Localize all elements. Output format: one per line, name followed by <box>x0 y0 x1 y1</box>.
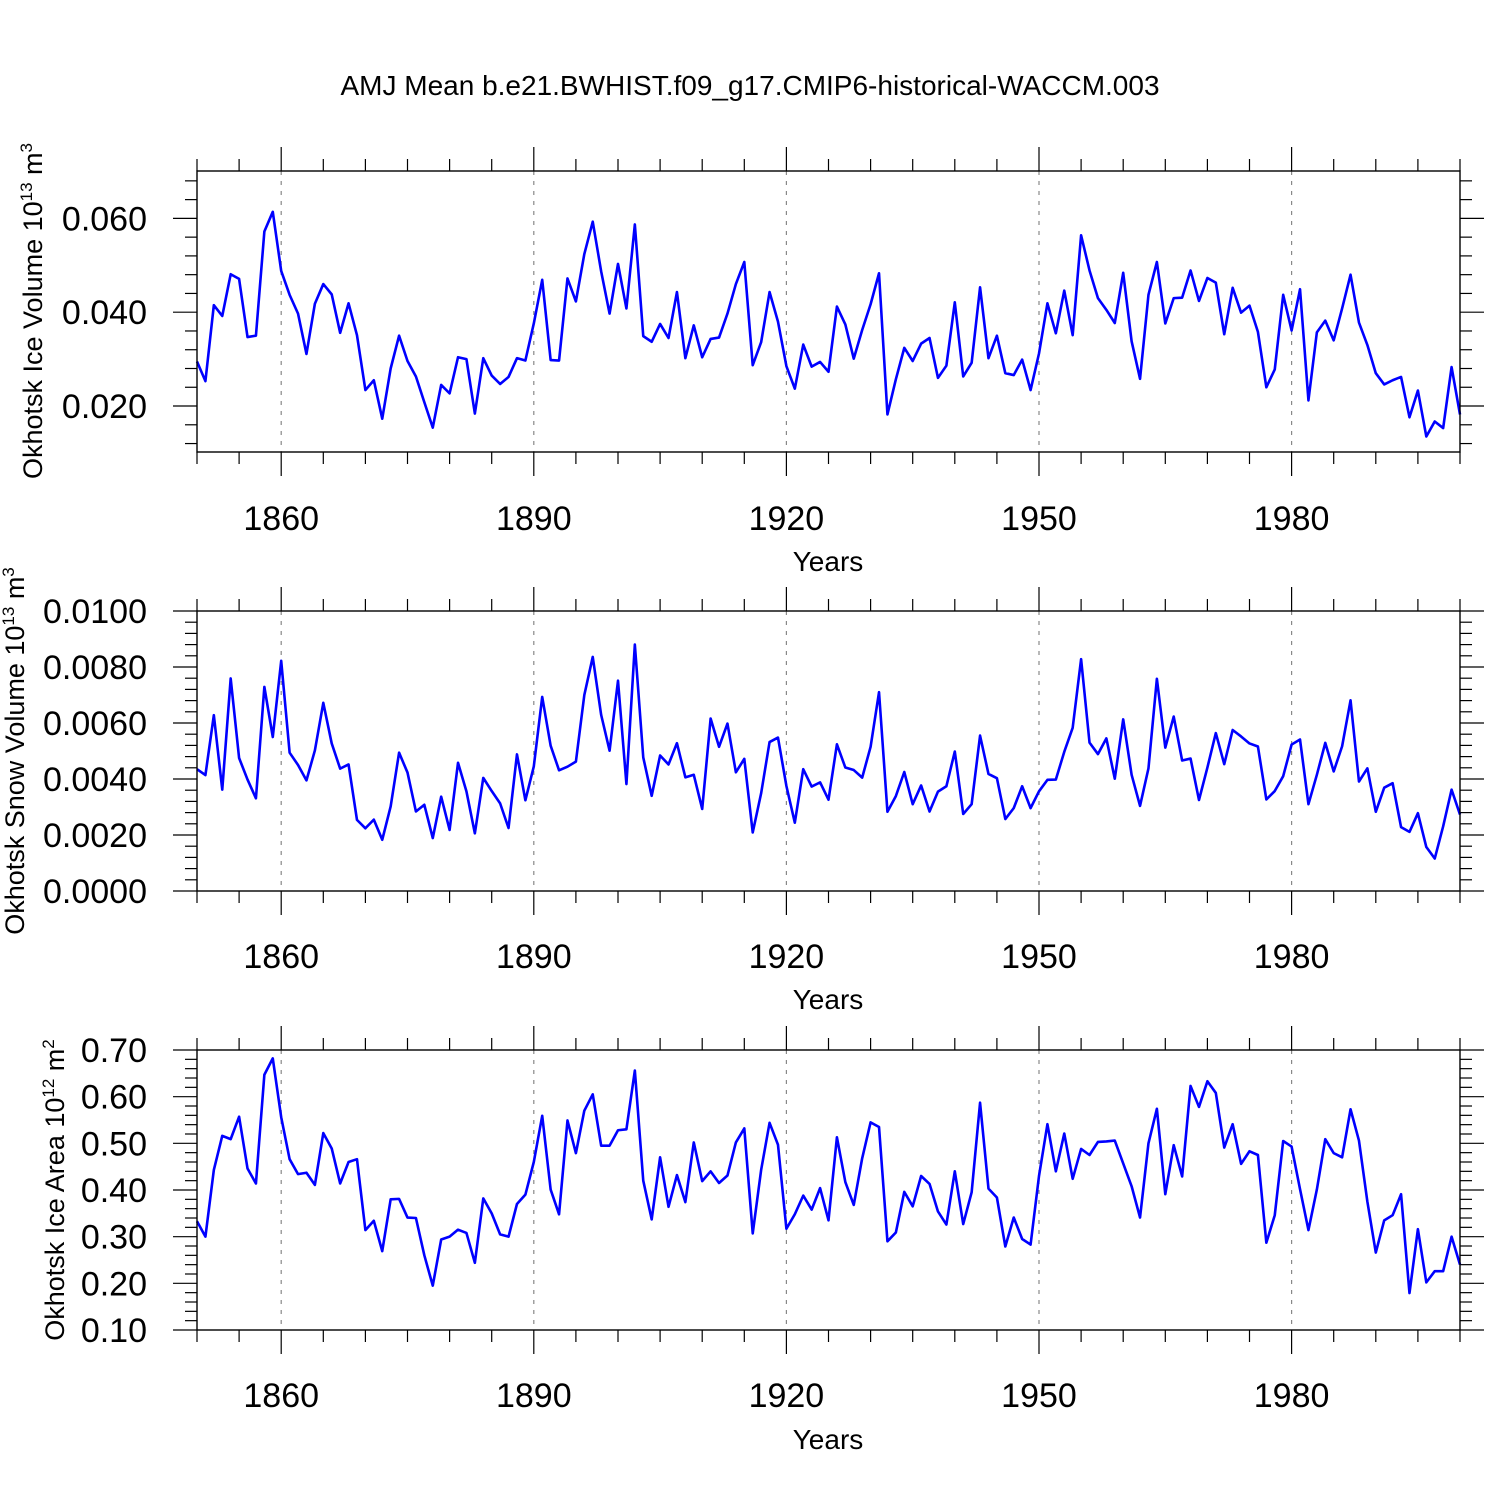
panel-3-y-label-unit: m <box>40 1049 70 1079</box>
panel-1-y-label-text: Okhotsk Ice Volume 10 <box>18 201 48 479</box>
panel-2-x-axis-label: Years <box>793 984 864 1015</box>
panel-3-x-tick-label: 1890 <box>496 1377 572 1415</box>
panel-1-x-tick-label: 1920 <box>749 500 825 538</box>
panel-2-y-tick-label: 0.0100 <box>43 593 147 631</box>
panel-2-x-tick-label: 1860 <box>243 938 319 976</box>
panel-3-y-tick-label: 0.20 <box>81 1265 147 1303</box>
panel-3-y-tick-label: 0.50 <box>81 1125 147 1163</box>
panel-1-series-line <box>195 210 1462 438</box>
panel-2: 1860 1890 1920 1950 1980 0.0000 0.0020 0.0040 0.… <box>0 567 1484 1015</box>
panel-2-y-label-unit-exponent: 3 <box>0 567 18 576</box>
panel-1-y-tick-label: 0.060 <box>62 200 147 238</box>
panel-2-y-tick-label: 0.0060 <box>43 705 147 743</box>
panel-2-y-label-exponent: 13 <box>0 607 18 626</box>
panel-3: 1860 1890 1920 1950 1980 0.10 0.20 0.30 0.40 0.50… <box>39 1026 1484 1455</box>
panel-3-series-line <box>195 1057 1462 1295</box>
panel-3-y-label-text: Okhotsk Ice Area 10 <box>40 1098 70 1341</box>
panel-2-y-tick-label: 0.0000 <box>43 873 147 911</box>
panel-2-x-tick-label: 1890 <box>496 938 572 976</box>
panel-3-y-axis-label: Okhotsk Ice Area 1012 m2 <box>39 1039 70 1341</box>
panel-3-y-label-exponent: 12 <box>39 1079 58 1098</box>
panel-3-plot-frame <box>196 1049 1461 1331</box>
panel-1-y-tick-label: 0.020 <box>62 388 147 426</box>
panel-3-y-tick-label: 0.60 <box>81 1079 147 1117</box>
panel-1-y-tick-label: 0.040 <box>62 294 147 332</box>
panel-1-y-axis-label: Okhotsk Ice Volume 1013 m3 <box>17 143 48 479</box>
panel-3-y-tick-label: 0.70 <box>81 1032 147 1070</box>
panel-1-x-tick-label: 1860 <box>243 500 319 538</box>
panel-1-x-axis-label: Years <box>793 546 864 577</box>
panel-2-series-line <box>196 643 1462 860</box>
panel-3-y-tick-label: 0.10 <box>81 1312 147 1350</box>
panel-1-plot-frame <box>196 170 1461 453</box>
panel-3-x-tick-label: 1950 <box>1001 1377 1077 1415</box>
panel-3-x-tick-label: 1860 <box>243 1377 319 1415</box>
panel-2-y-label-unit: m <box>0 577 30 607</box>
panel-3-y-tick-label: 0.40 <box>81 1172 147 1210</box>
panel-3-y-label-unit-exponent: 2 <box>39 1039 58 1048</box>
panel-2-x-tick-label: 1980 <box>1254 938 1330 976</box>
panel-2-x-tick-label: 1920 <box>749 938 825 976</box>
panel-2-x-tick-label: 1950 <box>1001 938 1077 976</box>
panel-1-y-label-unit: m <box>18 152 48 182</box>
panel-1-x-tick-label: 1950 <box>1001 500 1077 538</box>
panel-2-y-label-text: Okhotsk Snow Volume 10 <box>0 626 30 935</box>
panel-2-y-tick-label: 0.0080 <box>43 649 147 687</box>
panel-2-y-tick-label: 0.0020 <box>43 817 147 855</box>
panel-2-plot-frame <box>196 610 1461 892</box>
chart-title: AMJ Mean b.e21.BWHIST.f09_g17.CMIP6-hist… <box>340 70 1159 101</box>
panel-1-y-label-unit-exponent: 3 <box>17 143 36 152</box>
panel-3-x-tick-label: 1980 <box>1254 1377 1330 1415</box>
panel-1-x-tick-label: 1890 <box>496 500 572 538</box>
panel-3-x-axis-label: Years <box>793 1424 864 1455</box>
panel-2-y-tick-label: 0.0040 <box>43 761 147 799</box>
panel-1: 1860 1890 1920 1950 1980 0.020 0.040 0.060 Years… <box>17 143 1484 577</box>
panel-1-y-label-exponent: 13 <box>17 182 36 201</box>
panel-3-y-tick-label: 0.30 <box>81 1219 147 1257</box>
panel-1-x-tick-label: 1980 <box>1254 500 1330 538</box>
panel-3-x-tick-label: 1920 <box>749 1377 825 1415</box>
panel-2-y-axis-label: Okhotsk Snow Volume 1013 m3 <box>0 567 30 935</box>
